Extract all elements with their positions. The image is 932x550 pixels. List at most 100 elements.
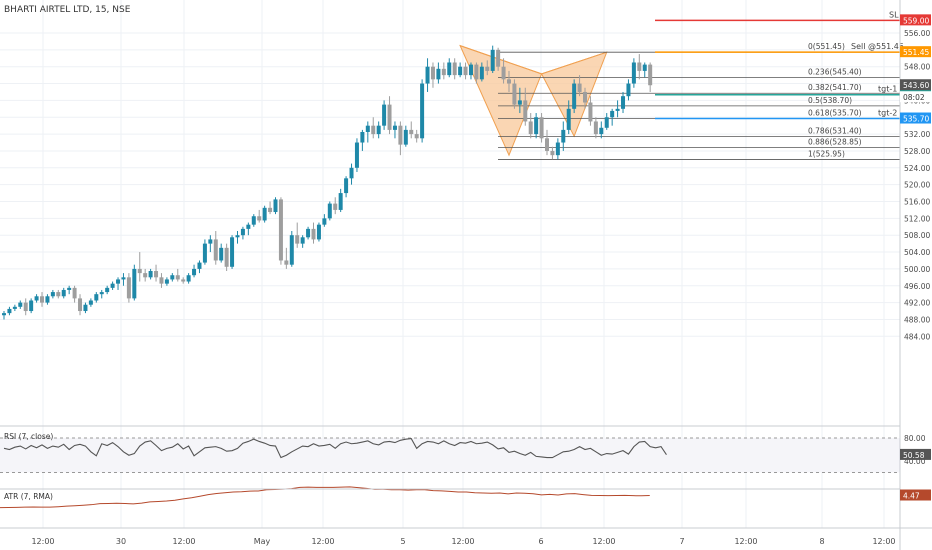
candle-body — [333, 203, 338, 210]
atr-label: ATR (7, RMA) — [4, 492, 53, 501]
current-price-tag: 543.60 — [903, 81, 929, 90]
candle-body — [78, 298, 83, 312]
candle-body — [110, 283, 115, 288]
candle-body — [447, 62, 452, 76]
candle-body — [67, 287, 72, 290]
fib-label: 0.618(535.70) — [808, 109, 862, 118]
level-label-sl: SL — [889, 10, 899, 19]
candle-body — [268, 207, 273, 213]
countdown-tag: 08:02 — [903, 93, 925, 102]
candle-body — [148, 271, 153, 278]
candle-body — [403, 129, 408, 145]
atr-value-tag: 4.47 — [903, 492, 920, 501]
time-label: 7 — [679, 537, 684, 546]
candle-body — [213, 239, 218, 261]
candle-body — [425, 66, 430, 84]
candle-body — [50, 292, 55, 297]
candle-body — [398, 125, 403, 145]
candle-body — [555, 142, 560, 156]
fib-label: 0.236(545.40) — [808, 68, 862, 77]
atr-value-tag-bg — [900, 489, 931, 501]
candle-body — [306, 228, 311, 238]
candle-body — [164, 279, 169, 284]
candle-body — [181, 279, 186, 282]
price-tick: 488.00 — [904, 315, 930, 324]
candle-body — [12, 306, 17, 309]
price-tick: 484.00 — [904, 332, 930, 341]
candle-body — [273, 199, 278, 213]
candle-body — [137, 268, 142, 274]
candle-body — [593, 121, 598, 135]
candle-body — [572, 83, 577, 109]
atr-line — [0, 486, 650, 509]
fib-label: 0.886(528.85) — [808, 137, 862, 146]
level-label-tgt2: tgt-2 — [878, 109, 897, 118]
level-tag-sell-bg — [900, 46, 931, 58]
candle-body — [159, 277, 164, 284]
candle-body — [34, 296, 39, 301]
candle-body — [83, 304, 88, 312]
candle-body — [387, 104, 392, 130]
candle-body — [452, 62, 457, 76]
candle-body — [409, 129, 414, 135]
price-tick: 512.00 — [904, 214, 930, 223]
candle-body — [430, 66, 435, 80]
fib-label: 1(525.95) — [808, 150, 845, 159]
candle-body — [278, 199, 283, 261]
candle-body — [7, 308, 12, 314]
candle-body — [523, 100, 528, 122]
time-label: 12:00 — [734, 537, 757, 546]
candle-body — [175, 275, 180, 280]
candle-body — [550, 150, 555, 156]
candle-body — [577, 83, 582, 92]
candle-body — [463, 66, 468, 76]
candle-body — [295, 235, 300, 244]
level-tag-sl: 559.00 — [903, 16, 929, 25]
atr-pane: ATR (7, RMA) — [0, 486, 650, 509]
level-tag-tgt2-bg — [900, 112, 931, 124]
candle-body — [154, 271, 159, 278]
candle-body — [257, 216, 262, 221]
price-tick: 520.00 — [904, 181, 930, 190]
candle-body — [116, 279, 121, 284]
candle-body — [360, 131, 365, 143]
candle-body — [371, 125, 376, 135]
candle-body — [344, 178, 349, 194]
candle-body — [316, 224, 321, 240]
candle-body — [626, 83, 631, 97]
candle-body — [561, 129, 566, 143]
time-label: 6 — [538, 537, 543, 546]
price-tick: 524.00 — [904, 164, 930, 173]
time-label: 12:00 — [31, 537, 54, 546]
time-axis[interactable]: 12:00 30 12:00 May 12:00 5 12:00 6 12:00 7 12:00 8 1… — [31, 537, 895, 546]
countdown-tag-bg — [900, 91, 931, 103]
price-tick: 516.00 — [904, 198, 930, 207]
candle-body — [528, 121, 533, 135]
rsi-pane: RSI (7, close) — [0, 432, 900, 473]
candle-body — [126, 277, 131, 299]
price-tick: 496.00 — [904, 282, 930, 291]
candle-body — [496, 49, 501, 67]
candle-body — [583, 91, 588, 103]
candle-body — [262, 207, 267, 221]
price-tick: 548.00 — [904, 63, 930, 72]
time-label: 12:00 — [872, 537, 895, 546]
candle-body — [2, 313, 6, 316]
level-tag-tgt2: 535.70 — [903, 115, 929, 124]
rsi-line — [3, 437, 667, 459]
level-tag-sl-bg — [900, 14, 931, 26]
candle-body — [311, 228, 316, 240]
candle-body — [604, 117, 609, 128]
candle-body — [414, 134, 419, 139]
grid-lines — [0, 0, 900, 528]
candle-body — [235, 235, 240, 238]
time-label: 8 — [819, 537, 824, 546]
time-label: 12:00 — [451, 537, 474, 546]
level-label-sell: Sell @551.45 — [851, 42, 904, 51]
candle-body — [197, 262, 202, 269]
price-axis[interactable]: 556.00552.00548.00544.00540.00536.00532.… — [900, 14, 931, 501]
candle-body — [349, 167, 354, 179]
candle-body — [94, 294, 99, 301]
candle-body — [599, 127, 604, 135]
